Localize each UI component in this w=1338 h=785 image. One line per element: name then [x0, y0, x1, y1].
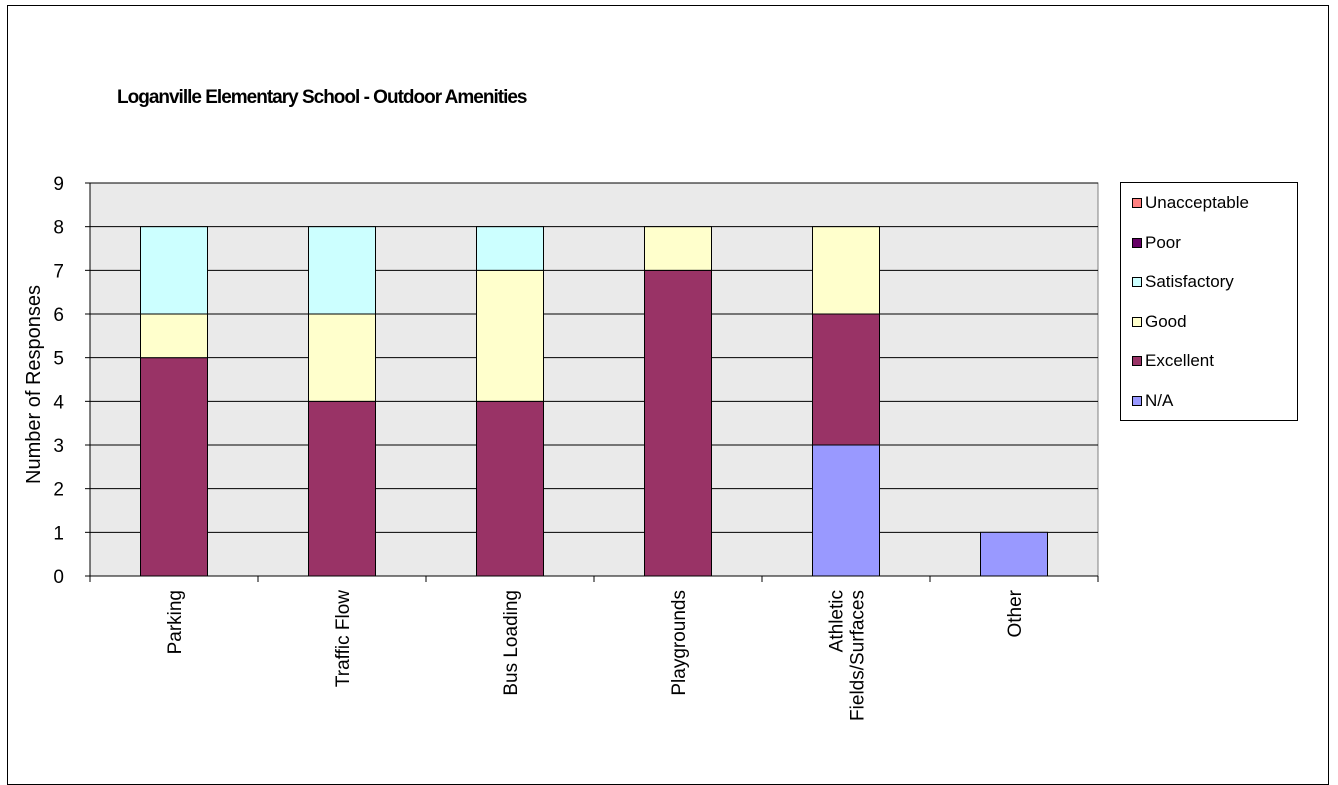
legend-swatch [1132, 198, 1142, 208]
bar-segment-excellent [140, 357, 208, 577]
y-tick-label: 8 [53, 218, 64, 239]
x-tick-label: Playgrounds [669, 590, 690, 696]
legend-item: Satisfactory [1132, 271, 1234, 293]
x-tick-label-line: Traffic Flow [333, 590, 354, 687]
y-tick-label: 4 [53, 392, 64, 413]
legend-label: Excellent [1145, 351, 1214, 370]
y-tick-label: 5 [53, 349, 64, 370]
x-tick-label: Bus Loading [501, 590, 522, 696]
legend-label: Good [1145, 311, 1187, 331]
legend-swatch [1132, 356, 1142, 366]
bar-segment-excellent [644, 269, 712, 577]
y-tick-label: 9 [53, 174, 64, 195]
x-tick-label-line: Other [1005, 589, 1026, 637]
bar-segment-excellent [812, 313, 880, 446]
bar-segment-good [476, 269, 544, 402]
x-tick-label: Traffic Flow [333, 590, 354, 687]
y-tick-label: 0 [53, 567, 64, 588]
bar-segment-satisfactory [140, 226, 208, 315]
y-axis-label: Number of Responses [23, 285, 45, 484]
y-tick-label: 1 [53, 523, 64, 544]
y-tick-label: 7 [53, 261, 64, 282]
x-tick-label: Athletic Fields/Surfaces [827, 590, 869, 721]
x-tick-label-line: Playgrounds [669, 590, 690, 696]
bar-segment-excellent [308, 400, 376, 577]
legend-item: N/A [1132, 390, 1173, 412]
legend-label: Satisfactory [1145, 272, 1234, 291]
legend-item: Good [1132, 311, 1187, 333]
y-tick-label: 6 [53, 305, 64, 326]
legend-item: Unacceptable [1132, 192, 1249, 214]
plot-area [89, 182, 1099, 577]
legend-swatch [1132, 395, 1142, 406]
chart-legend: Unacceptable Poor Satisfactory Good Excellen… [1120, 182, 1298, 421]
legend-item: Excellent [1132, 350, 1214, 372]
legend-swatch [1132, 237, 1142, 248]
chart-title: Loganville Elementary School - Outdoor A… [117, 87, 527, 108]
legend-label: Poor [1145, 232, 1181, 252]
legend-item: Poor [1132, 232, 1181, 254]
legend-swatch [1132, 316, 1142, 327]
bar-segment-satisfactory [476, 226, 544, 271]
x-tick-label-line: Bus Loading [501, 590, 522, 696]
y-tick-label: 3 [53, 436, 64, 457]
bar-segment-satisfactory [308, 226, 376, 315]
bar-segment-n-a [980, 531, 1048, 577]
bar-segment-good [140, 313, 208, 359]
bar-segment-good [308, 313, 376, 402]
bar-segment-good [644, 226, 712, 271]
legend-label: Unacceptable [1145, 193, 1249, 212]
x-tick-label: Other [1005, 589, 1026, 637]
legend-swatch [1132, 277, 1142, 287]
legend-label: N/A [1145, 390, 1174, 410]
bar-segment-n-a [812, 444, 880, 577]
x-tick-label-line: Parking [165, 590, 186, 654]
bar-segment-excellent [476, 400, 544, 577]
y-tick-label: 2 [53, 480, 64, 501]
x-tick-label-line: Athletic [827, 590, 848, 652]
bar-segment-good [812, 226, 880, 315]
x-tick-label-line: Fields/Surfaces [848, 590, 869, 721]
x-tick-label: Parking [165, 590, 186, 654]
